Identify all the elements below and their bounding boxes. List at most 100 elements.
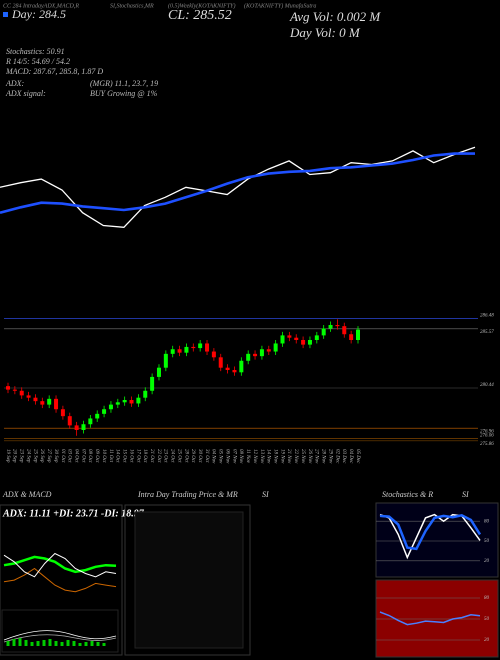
y-tick-label: 20 (484, 638, 490, 643)
series-line (0, 146, 476, 228)
x-tick-label: 27 Sep (46, 449, 51, 463)
y-tick-label: 276.06 (480, 434, 494, 439)
candle-body (88, 418, 93, 425)
candle-body (108, 404, 113, 410)
adx-label: ADX: (5, 79, 25, 88)
x-tick-label: 29 Oct (190, 449, 195, 463)
candle-body (349, 334, 354, 340)
candle-body (170, 349, 175, 354)
x-tick-label: 15 Oct (122, 449, 127, 463)
adx-value: (MGR) 11.1, 23.7, 19 (90, 79, 158, 88)
x-tick-label: 23 Sep (19, 449, 24, 463)
candle-body (225, 367, 230, 370)
x-tick-label: 20 Sep (12, 449, 17, 463)
day-vol: Day Vol: 0 M (289, 25, 361, 40)
series-line (3, 567, 117, 593)
series-line (3, 555, 117, 574)
candle-body (232, 370, 237, 373)
x-tick-label: 04 Oct (73, 449, 78, 463)
stoch-text: Stochastics: 50.91 (6, 47, 65, 56)
x-tick-label: 03 Dec (341, 449, 346, 464)
x-tick-label: 18 Nov (273, 449, 278, 464)
x-tick-label: 10 Oct (101, 449, 106, 463)
x-tick-label: 21 Oct (149, 449, 154, 463)
intraday-panel (124, 504, 251, 656)
candle-body (191, 346, 196, 349)
candle-body (163, 353, 168, 368)
adx-signal-label: ADX signal: (5, 89, 46, 98)
candle-body (342, 326, 347, 335)
x-tick-label: 30 Oct (197, 449, 202, 463)
macd-signal (3, 634, 117, 643)
adx-values: ADX: 11.11 +DI: 23.71 -DI: 18.97 (2, 508, 145, 519)
candle-body (12, 389, 17, 391)
x-tick-label: 09 Oct (94, 449, 99, 463)
x-tick-label: 14 Nov (266, 449, 271, 464)
x-tick-label: 28 Oct (183, 449, 188, 463)
candle-body (253, 353, 258, 357)
x-tick-label: 07 Oct (80, 449, 85, 463)
adx-signal: BUY Growing @ 1% (90, 89, 158, 98)
x-tick-label: 27 Nov (314, 449, 319, 464)
y-tick-label: 20 (484, 559, 490, 564)
candle-body (54, 398, 59, 410)
candle-body (280, 335, 285, 344)
x-tick-label: 08 Nov (238, 449, 243, 464)
candle-body (246, 353, 251, 361)
candle-body (294, 337, 299, 340)
x-tick-label: 22 Oct (156, 449, 161, 463)
candle-body (218, 357, 223, 368)
x-tick-label: 06 Nov (224, 449, 229, 464)
x-tick-label: 24 Oct (170, 449, 175, 463)
panel-title: SI (462, 490, 469, 499)
candle-body (287, 335, 292, 338)
x-tick-label: 14 Oct (115, 449, 120, 463)
candle-body (47, 398, 52, 405)
candle-body (60, 409, 65, 417)
y-tick-label: 276.96 (480, 429, 494, 434)
candle-body (95, 413, 100, 419)
x-tick-label: 19 Nov (279, 449, 284, 464)
x-tick-label: 22 Nov (293, 449, 298, 464)
x-tick-label: 31 Oct (204, 449, 209, 463)
candle-body (335, 325, 340, 327)
x-tick-label: 25 Oct (176, 449, 181, 463)
rsi-text: R 14/5: 54.69 / 54.2 (5, 57, 70, 66)
x-tick-label: 29 Nov (327, 449, 332, 464)
candle-body (239, 360, 244, 373)
rsi-panel (375, 579, 499, 658)
series-line (3, 552, 117, 578)
y-tick-label: 280.44 (480, 383, 494, 388)
candle-body (266, 349, 271, 352)
candle-body (33, 397, 38, 402)
header-text: CC 284 IntradayADX,MACD,R (3, 2, 79, 9)
candle-body (150, 376, 155, 391)
x-tick-label: 24 Sep (25, 449, 30, 463)
y-tick-label: 50 (484, 539, 490, 544)
candle-body (307, 340, 312, 345)
candle-body (6, 386, 10, 390)
x-tick-label: 03 Oct (67, 449, 72, 463)
macd-text: MACD: 287.67, 285.8, 1.87 D (5, 67, 103, 76)
y-tick-label: 50 (484, 617, 490, 622)
macd-line (3, 630, 117, 641)
candle-body (273, 343, 278, 352)
y-tick-label: 80 (484, 519, 490, 524)
candle-body (81, 424, 86, 430)
x-tick-label: 04 Nov (211, 449, 216, 464)
series-line (379, 513, 481, 560)
avg-vol: Avg Vol: 0.002 M (289, 9, 381, 24)
candle-body (177, 349, 182, 353)
x-tick-label: 17 Oct (135, 449, 140, 463)
y-tick-label: 275.86 (480, 442, 494, 447)
panel-title: SI (262, 490, 269, 499)
x-tick-label: 07 Nov (231, 449, 236, 464)
x-tick-label: 25 Sep (32, 449, 37, 463)
header-text: SI,Stochastics,MR (110, 3, 154, 9)
y-tick-label: 286.48 (480, 313, 494, 318)
candle-body (122, 400, 127, 403)
adx-panel (0, 504, 123, 656)
x-tick-label: 11 Nov (245, 449, 250, 464)
candle-body (19, 390, 24, 396)
